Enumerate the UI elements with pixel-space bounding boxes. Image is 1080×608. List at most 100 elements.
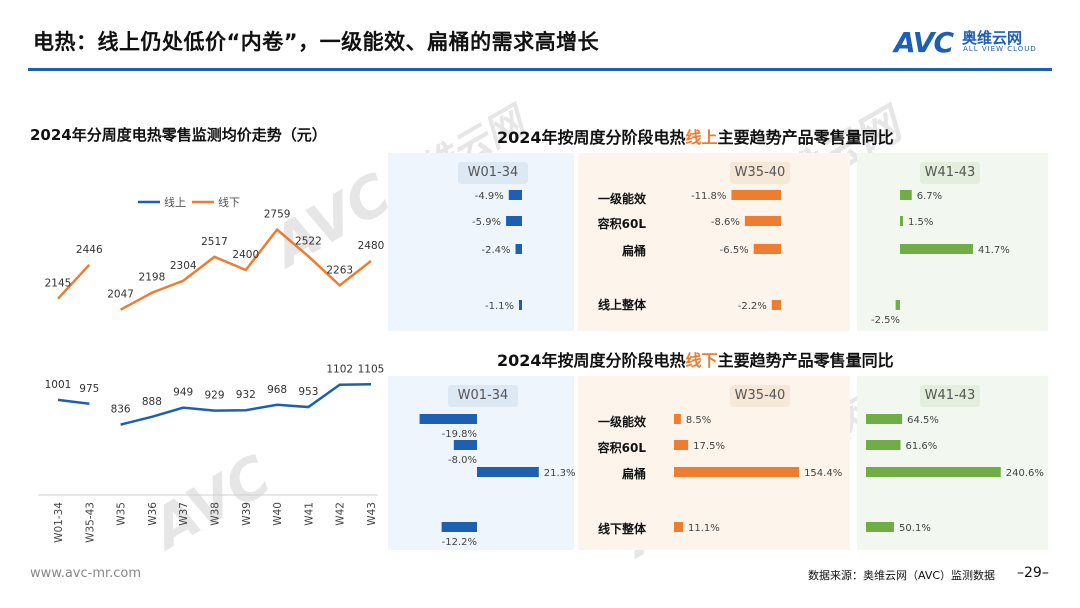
bar-value-label: 50.1% [899,523,931,534]
yoy-bar [515,244,522,254]
online-yoy-bars: -4.9% -5.9% -2.4% -1.1% -11.8% -8.6% -6.5% -2.2… [472,190,1010,326]
bar-value-label: 17.5% [693,441,725,452]
category-label: 一级能效 [597,192,646,206]
page-title: 电热：线上仍处低价“内卷”，一级能效、扁桶的需求高增长 [33,30,600,54]
yoy-bar [674,522,683,532]
bar-value-label: -19.8% [442,429,477,440]
logo-en-text: ALL VIEW CLOUD [963,45,1037,53]
x-tick-label: W42 [335,502,347,526]
bar-value-label: 6.7% [917,191,942,202]
avc-logo: AVC [894,26,954,59]
logo-cn-text: 奥维云网 [962,29,1023,47]
offline-data-label: 2198 [139,272,166,284]
bar-value-label: -1.1% [485,301,514,312]
online-data-label: 1102 [326,364,353,376]
bar-value-label: -12.2% [442,537,477,548]
online-data-label: 968 [267,384,287,396]
online-panel-w35-40 [578,153,850,331]
x-tick-label: W01-34 [53,502,65,543]
yoy-bar [771,300,781,310]
bar-value-label: 11.1% [688,523,720,534]
yoy-bar [508,190,522,200]
bar-value-label: -4.9% [475,191,504,202]
bar-value-label: 240.6% [1006,468,1044,479]
bar-value-label: -2.5% [871,315,900,326]
bar-value-label: -2.2% [738,301,767,312]
x-tick-label: W36 [147,502,159,526]
online-chart-title: 2024年按周度分阶段电热线上主要趋势产品零售量同比 [497,128,894,147]
category-label: 扁桶 [621,244,646,258]
bar-value-label: 64.5% [907,415,939,426]
yoy-bar [519,300,522,310]
offline-data-label: 2759 [264,209,291,221]
online-panel-header: W01-34 [458,162,528,184]
yoy-bar [419,414,477,424]
bar-value-label: 61.6% [905,441,937,452]
bar-value-label: -11.8% [691,191,726,202]
yoy-bar [900,216,903,226]
offline-data-label: 2400 [232,249,259,261]
yoy-bar [674,467,800,477]
online-data-label: 929 [204,390,224,402]
yoy-bar [895,300,900,310]
offline-data-label: 2480 [358,240,385,252]
bar-value-label: 1.5% [908,217,933,228]
offline-data-label: 2145 [45,278,72,290]
x-tick-label: W43 [366,502,378,526]
offline-panel-header: W41-43 [920,385,980,407]
data-source: 数据来源：奥维云网（AVC）监测数据 [808,569,996,582]
yoy-bar [866,522,895,532]
bar-value-label: 41.7% [978,245,1010,256]
offline-yoy-bars: -19.8% -8.0% 21.3% -12.2% 8.5% 17.5% 154.4% 11.… [419,414,1044,548]
online-data-label: 1105 [358,363,385,375]
yoy-bar [453,440,477,450]
online-panel-header: W41-43 [920,162,980,184]
bar-value-label: 21.3% [544,468,576,479]
legend-offline-label: 线下 [218,195,240,209]
x-tick-label: W35 [116,502,128,526]
left-chart-title: 2024年分周度电热零售监测均价走势（元） [30,126,327,144]
bar-value-label: -6.5% [720,245,749,256]
yoy-bar [674,414,681,424]
yoy-bar [477,467,539,477]
online-data-label: 975 [79,383,99,395]
bar-value-label: -2.4% [482,245,511,256]
yoy-bar [441,522,477,532]
x-tick-label: W38 [210,502,222,526]
x-tick-label: W35-43 [84,502,96,543]
category-label: 容积60L [597,217,646,231]
online-line [57,398,90,405]
yoy-bar [900,244,973,254]
category-label: 线上整体 [597,298,646,312]
page-number: –29– [1017,565,1049,581]
yoy-bar [674,440,689,450]
online-line [120,383,372,426]
footer-url[interactable]: www.avc-mr.com [30,566,142,581]
offline-panel-header: W35-40 [730,385,790,407]
offline-data-label: 2522 [295,235,322,247]
offline-data-label: 2446 [76,244,103,256]
online-panel-header: W35-40 [730,162,790,184]
legend-online-label: 线上 [164,195,186,209]
x-tick-label: W40 [272,502,284,526]
x-tick-label: W41 [303,502,315,526]
yoy-bar [900,190,912,200]
yoy-bar [506,216,522,226]
yoy-bar [866,414,903,424]
bar-value-label: 8.5% [686,415,711,426]
category-label: 容积60L [597,441,646,455]
offline-data-label: 2517 [201,236,228,248]
online-data-label: 932 [236,389,256,401]
yoy-bar [866,440,901,450]
header-rule [28,68,1052,71]
x-tick-label: W39 [241,502,253,526]
x-tick-label: W37 [178,502,190,526]
category-label: 线下整体 [597,522,646,536]
offline-line [120,227,372,311]
offline-data-label: 2047 [107,289,134,301]
online-data-label: 953 [298,386,318,398]
offline-line [57,263,91,300]
category-label: 一级能效 [597,415,646,429]
bar-value-label: -8.0% [448,455,477,466]
bar-value-label: -5.9% [472,217,501,228]
